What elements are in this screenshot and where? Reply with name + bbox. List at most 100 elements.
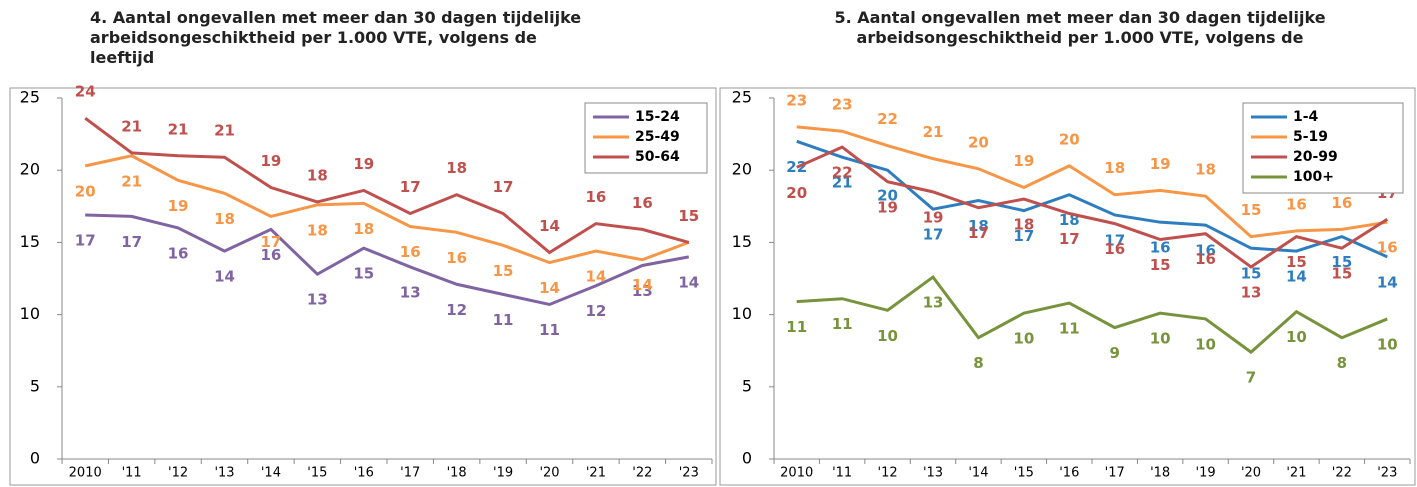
- data-label: 16: [1150, 239, 1171, 257]
- data-label: 14: [1286, 268, 1307, 286]
- chart-title: 4. Aantal ongevallen met meer dan 30 dag…: [90, 8, 582, 67]
- data-label: 15: [1241, 201, 1262, 219]
- data-label: 22: [832, 164, 853, 182]
- data-label: 17: [1013, 227, 1034, 245]
- x-tick-label: '23: [679, 466, 699, 481]
- data-label: 19: [168, 197, 189, 215]
- data-label: 18: [353, 220, 374, 238]
- data-label: 17: [121, 233, 142, 251]
- series-line: [85, 213, 690, 307]
- x-tick-label: '17: [1105, 466, 1125, 481]
- data-label: 16: [168, 244, 189, 262]
- data-label: 11: [493, 311, 514, 329]
- data-label: 22: [877, 110, 898, 128]
- data-label: 15: [493, 262, 514, 280]
- x-tick-label: '12: [168, 466, 188, 481]
- data-label: 16: [1195, 242, 1216, 260]
- y-tick-label: 20: [20, 160, 40, 179]
- legend-label: 50-64: [635, 149, 680, 165]
- data-label: 16: [1331, 194, 1352, 212]
- data-label: 10: [1286, 328, 1307, 346]
- data-label: 11: [1059, 320, 1080, 338]
- data-label: 11: [786, 318, 807, 336]
- data-label: 18: [446, 159, 467, 177]
- data-label: 18: [307, 166, 328, 184]
- data-label: 17: [400, 178, 421, 196]
- data-label: 16: [585, 188, 606, 206]
- x-tick-label: '14: [261, 466, 281, 481]
- x-tick-label: '13: [923, 466, 943, 481]
- data-label: 14: [539, 217, 560, 235]
- data-label: 18: [214, 210, 235, 228]
- y-tick-label: 10: [20, 304, 40, 323]
- data-label: 23: [832, 96, 853, 114]
- x-tick-label: '15: [1014, 466, 1034, 481]
- data-label: 21: [121, 117, 142, 135]
- data-label: 15: [353, 265, 374, 283]
- legend-label: 5-19: [1293, 129, 1328, 145]
- legend-label: 100+: [1293, 169, 1334, 185]
- data-label: 21: [121, 172, 142, 190]
- x-tick-label: '20: [1241, 466, 1261, 481]
- data-label: 18: [307, 221, 328, 239]
- legend-label: 1-4: [1293, 109, 1319, 125]
- x-tick-label: '18: [447, 466, 467, 481]
- data-label: 13: [923, 294, 944, 312]
- legend-label: 20-99: [1293, 149, 1338, 165]
- data-label: 16: [1377, 239, 1398, 257]
- data-label: 20: [877, 187, 898, 205]
- data-label: 15: [1286, 253, 1307, 271]
- data-label: 14: [214, 268, 235, 286]
- data-label: 13: [307, 291, 328, 309]
- data-label: 19: [1013, 152, 1034, 170]
- chart-frame: [719, 87, 1416, 486]
- data-label: 10: [1377, 335, 1398, 353]
- y-tick-label: 15: [20, 232, 40, 251]
- data-label: 18: [1013, 216, 1034, 234]
- data-label: 21: [923, 123, 944, 141]
- data-label: 16: [1195, 250, 1216, 268]
- series-line: [84, 117, 690, 255]
- data-label: 13: [632, 282, 653, 300]
- series-line: [796, 125, 1388, 239]
- data-label: 19: [877, 198, 898, 216]
- data-label: 17: [260, 233, 281, 251]
- data-label: 14: [585, 268, 606, 286]
- y-tick-label: 10: [732, 304, 752, 323]
- y-tick-label: 20: [732, 160, 752, 179]
- x-tick-label: '18: [1150, 466, 1170, 481]
- y-tick-label: 5: [30, 376, 40, 395]
- data-label: 21: [832, 174, 853, 192]
- data-label: 24: [75, 83, 96, 101]
- data-label: 16: [446, 249, 467, 267]
- data-label: 23: [786, 91, 807, 109]
- y-tick-label: 25: [732, 88, 752, 107]
- legend-label: 15-24: [635, 109, 680, 125]
- data-label: 7: [1246, 369, 1256, 387]
- data-label: 15: [1331, 253, 1352, 271]
- data-label: 21: [214, 122, 235, 140]
- x-tick-label: '19: [493, 466, 513, 481]
- data-label: 14: [632, 276, 653, 294]
- data-label: 12: [446, 301, 467, 319]
- x-tick-label: '14: [968, 466, 988, 481]
- data-label: 21: [168, 120, 189, 138]
- legend-label: 25-49: [635, 129, 680, 145]
- x-tick-label: 2010: [69, 466, 102, 481]
- x-tick-label: '12: [878, 466, 898, 481]
- chart-title: 5. Aantal ongevallen met meer dan 30 dag…: [834, 8, 1326, 47]
- data-label: 14: [1377, 273, 1398, 291]
- data-label: 17: [75, 231, 96, 249]
- y-tick-label: 5: [742, 376, 752, 395]
- y-tick-label: 25: [20, 88, 40, 107]
- chart-frame: [9, 87, 717, 486]
- x-tick-label: '19: [1196, 466, 1216, 481]
- data-label: 20: [968, 133, 989, 151]
- data-label: 11: [539, 321, 560, 339]
- x-tick-label: '16: [354, 466, 374, 481]
- data-label: 10: [877, 327, 898, 345]
- data-label: 16: [1286, 195, 1307, 213]
- data-label: 8: [973, 354, 983, 372]
- data-label: 16: [632, 194, 653, 212]
